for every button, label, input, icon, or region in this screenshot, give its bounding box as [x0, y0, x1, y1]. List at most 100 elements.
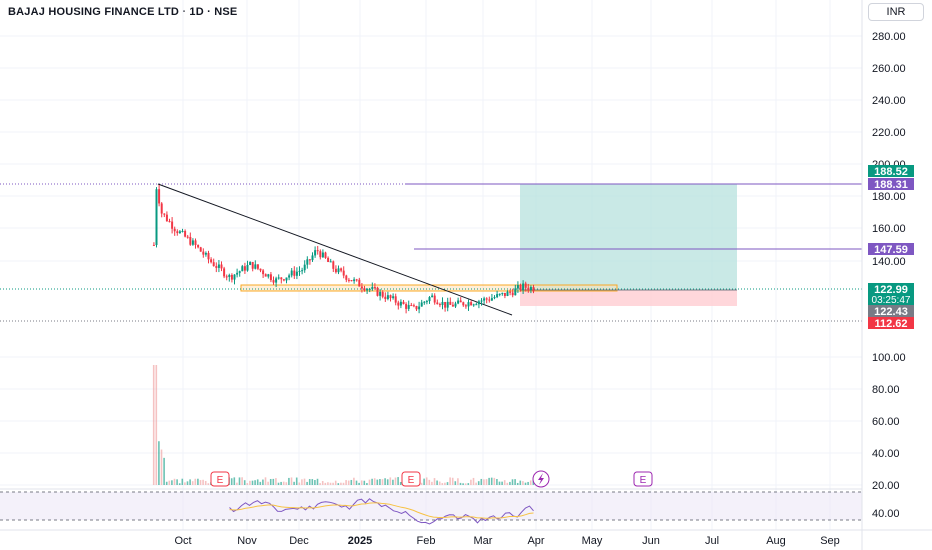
- candle-body: [428, 297, 431, 302]
- earnings-marker-2[interactable]: E: [401, 471, 421, 487]
- lightning-icon[interactable]: [532, 470, 550, 488]
- candle-body: [441, 301, 444, 306]
- trendline[interactable]: [157, 183, 513, 316]
- candle-body: [290, 270, 293, 276]
- volume-bar: [249, 480, 251, 485]
- rsi-ma-line: [229, 502, 534, 519]
- candle-body: [176, 231, 179, 234]
- volume-bar: [376, 479, 379, 485]
- badge-mid-level: 147.59: [868, 243, 914, 256]
- volume-bar: [503, 480, 506, 485]
- volume-bar: [342, 482, 345, 485]
- candle-body: [204, 252, 207, 255]
- badge-target-b: 188.31: [868, 178, 914, 191]
- volume-bar: [363, 480, 366, 485]
- profit-zone[interactable]: [520, 184, 737, 290]
- volume-bar: [472, 477, 475, 485]
- volume-bar: [181, 478, 184, 485]
- volume-bar: [311, 479, 314, 485]
- chart-title: BAJAJ HOUSING FINANCE LTD · 1D · NSE: [8, 6, 238, 18]
- volume-bar: [236, 482, 238, 485]
- volume-bar: [436, 480, 438, 485]
- candle-body: [368, 289, 371, 291]
- volume-bar: [381, 479, 384, 485]
- candle-body: [314, 250, 317, 256]
- earnings-marker-1[interactable]: E: [210, 471, 230, 487]
- candle-body: [506, 291, 509, 296]
- candle-body: [303, 264, 306, 271]
- volume-bar: [241, 477, 243, 485]
- earnings-marker-2-label: E: [408, 475, 415, 486]
- candle-body: [522, 283, 525, 290]
- volume-bar: [498, 481, 501, 485]
- candle-body: [301, 270, 304, 272]
- time-tick-label: Oct: [174, 535, 191, 547]
- loss-zone[interactable]: [520, 290, 737, 306]
- time-axis[interactable]: Oct Nov Dec 2025 Feb Mar Apr May Jun Jul Aug Sep: [174, 535, 839, 547]
- candle-body: [358, 279, 361, 287]
- badge-entry: 122.43: [868, 305, 914, 318]
- volume-bar: [355, 480, 358, 485]
- price-tick-label: 60.00: [872, 416, 900, 428]
- volume-bar: [345, 480, 347, 485]
- volume-bar: [230, 478, 233, 485]
- volume-bar: [480, 478, 483, 485]
- candle-body: [319, 251, 322, 258]
- candle-body: [436, 302, 439, 305]
- price-tick-label: 20.00: [872, 480, 900, 492]
- candle-body: [327, 257, 330, 262]
- candle-body: [243, 266, 246, 271]
- volume-bar: [522, 481, 524, 485]
- volume-bar: [288, 477, 290, 485]
- volume-bar: [285, 482, 288, 485]
- candle-body: [259, 268, 262, 271]
- earnings-marker-1-label: E: [217, 475, 224, 486]
- candle-body: [165, 214, 168, 222]
- candle-body: [472, 304, 475, 306]
- volume-bar: [314, 480, 316, 485]
- volume-bar: [184, 482, 186, 485]
- candle-body: [485, 298, 488, 300]
- volume-bar: [519, 480, 522, 485]
- candle-body: [329, 261, 332, 263]
- candle-body: [230, 274, 233, 280]
- candle-body: [480, 300, 483, 302]
- volume-bar: [379, 479, 381, 485]
- candle-body: [363, 288, 366, 291]
- candle-body: [470, 302, 473, 306]
- support-zone-box[interactable]: [240, 284, 618, 292]
- volume-bar: [191, 481, 194, 485]
- price-tick-label: 100.00: [872, 352, 906, 364]
- time-tick-label: Sep: [820, 535, 840, 547]
- candle-body: [511, 292, 514, 296]
- volume-bar: [386, 479, 389, 485]
- volume-bar: [350, 479, 353, 485]
- time-tick-label: Nov: [237, 535, 257, 547]
- volume-bar: [327, 482, 329, 485]
- candle-body: [527, 287, 530, 291]
- candle-body: [233, 274, 236, 280]
- volume-bar: [358, 482, 360, 485]
- candle-body: [184, 230, 187, 237]
- volume-bar: [269, 478, 272, 485]
- candle-body: [402, 301, 405, 305]
- volume-bar: [233, 477, 236, 485]
- candle-body: [431, 295, 434, 298]
- candle-body: [272, 280, 275, 283]
- candle-body: [217, 264, 220, 268]
- candle-body: [493, 297, 496, 299]
- volume-bar: [303, 478, 306, 485]
- candle-body: [446, 301, 449, 308]
- time-tick-label: Mar: [474, 535, 493, 547]
- badge-mid-level-text: 147.59: [874, 244, 908, 256]
- candle-body: [160, 203, 163, 214]
- volume-bar: [259, 481, 262, 485]
- candle-body: [420, 302, 423, 307]
- volume-bar: [277, 482, 280, 485]
- currency-button[interactable]: INR: [868, 3, 924, 21]
- earnings-marker-3[interactable]: E: [633, 471, 653, 487]
- price-axis[interactable]: 280.00260.00240.00220.00200.00180.00160.…: [872, 0, 906, 520]
- volume-bar: [366, 483, 368, 485]
- price-tick-label: 40.00: [872, 448, 900, 460]
